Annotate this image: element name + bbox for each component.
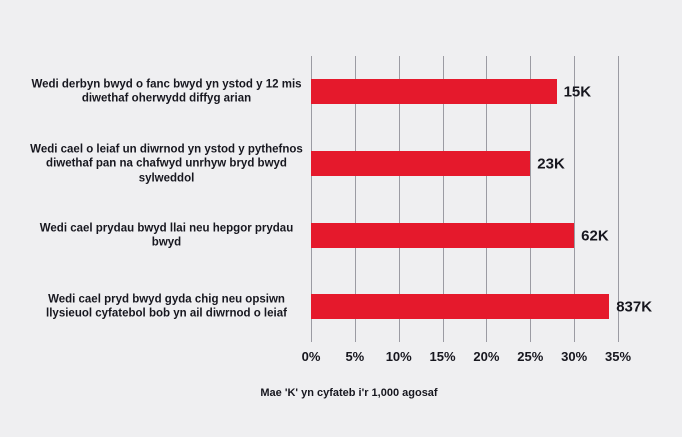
x-tick-label: 20% xyxy=(473,349,500,364)
gridline-25% xyxy=(530,56,532,342)
category-label: Wedi cael prydau bwyd llai neu hepgor pr… xyxy=(39,222,294,249)
gridline-30% xyxy=(574,56,576,342)
plot-area: 15K 23K 62K 837K xyxy=(311,56,652,342)
category-label: Wedi cael pryd bwyd gyda chig neu opsiwn… xyxy=(46,293,287,320)
x-tick-label: 25% xyxy=(517,349,544,364)
x-tick-label: 10% xyxy=(385,349,412,364)
x-tick-label: 30% xyxy=(561,349,588,364)
gridline-20% xyxy=(486,56,488,342)
bar-3 xyxy=(311,294,610,319)
bar-value-label: 62K xyxy=(581,227,609,244)
gridline-10% xyxy=(398,56,400,342)
bar-value-label: 23K xyxy=(537,155,565,172)
x-tick-label: 5% xyxy=(345,349,365,364)
bar-value-label: 15K xyxy=(563,83,592,100)
bar-2 xyxy=(311,223,575,248)
x-tick-label: 15% xyxy=(429,349,456,364)
category-label: Wedi cael o leiaf un diwrnod yn ystod y … xyxy=(30,142,303,184)
x-tick-label: 35% xyxy=(604,349,632,364)
gridline-15% xyxy=(442,56,444,342)
category-label: Wedi derbyn bwyd o fanc bwyd yn ystod y … xyxy=(31,78,302,105)
gridline-0% xyxy=(311,56,312,342)
bar-1 xyxy=(311,151,531,176)
chart-footnote: Mae 'K' yn cyfateb i'r 1,000 agosaf xyxy=(260,387,438,399)
gridline-35% xyxy=(618,56,619,342)
bar-value-label: 837K xyxy=(616,298,653,315)
gridline-5% xyxy=(354,56,356,342)
bar-0 xyxy=(311,79,557,104)
x-tick-label: 0% xyxy=(301,349,321,364)
